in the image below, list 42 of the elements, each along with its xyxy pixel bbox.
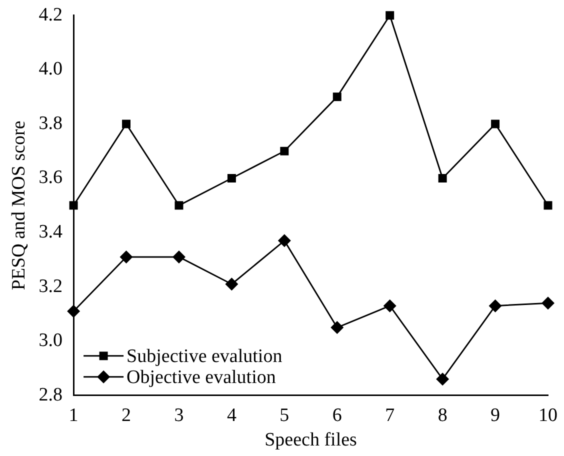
x-tick-label: 9 <box>490 404 500 426</box>
x-tick-label: 1 <box>68 404 78 426</box>
x-tick-label: 2 <box>122 404 132 426</box>
legend-label: Objective evalution <box>126 366 276 388</box>
point <box>122 120 131 128</box>
x-tick-label: 10 <box>538 404 558 426</box>
point <box>438 174 447 182</box>
y-tick-label: 3.8 <box>38 112 63 134</box>
x-tick-label: 8 <box>438 404 448 426</box>
point <box>225 278 238 291</box>
point <box>542 296 554 310</box>
point <box>67 304 80 318</box>
x-tick-label: 4 <box>226 404 237 426</box>
x-tick-label: 6 <box>332 404 342 426</box>
y-tick-label: 2.8 <box>38 384 63 406</box>
x-tick-label: 5 <box>280 404 290 426</box>
y-tick-label: 4.2 <box>38 4 63 26</box>
y-tick-label: 4.0 <box>38 58 63 80</box>
y-tick-label: 3.6 <box>38 167 63 188</box>
y-tick-label: 3.0 <box>38 330 63 352</box>
x-tick-label: 7 <box>385 404 395 426</box>
y-tick-label: 3.2 <box>38 276 63 297</box>
point <box>172 250 186 264</box>
point <box>174 201 184 210</box>
point <box>280 146 289 156</box>
point <box>69 201 78 210</box>
y-axis-title: PESQ and MOS score <box>8 120 30 290</box>
point <box>332 92 342 102</box>
point <box>544 201 552 210</box>
point <box>227 174 236 182</box>
x-axis-title: Speech files <box>264 430 357 451</box>
point <box>383 299 396 312</box>
point <box>436 372 450 386</box>
point <box>278 234 291 248</box>
point <box>386 11 394 20</box>
y-tick-label: 3.4 <box>38 222 64 243</box>
legend-label: Subjective evalution <box>126 346 283 367</box>
point <box>120 250 133 264</box>
point <box>488 299 502 312</box>
point <box>491 120 500 128</box>
point <box>330 321 344 334</box>
x-tick-label: 3 <box>174 404 184 426</box>
